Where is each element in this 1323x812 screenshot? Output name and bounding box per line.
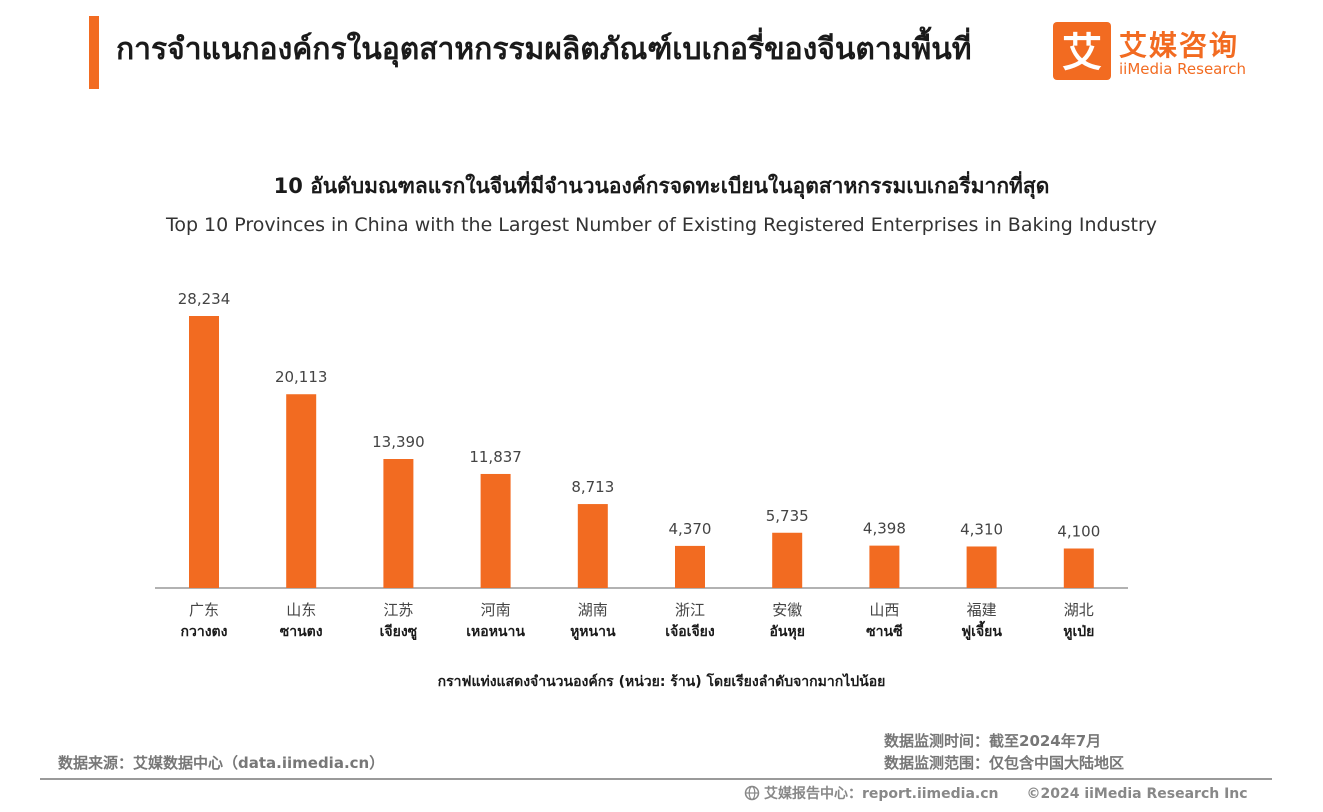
value-label-3: 13,390 [372, 433, 425, 451]
category-label-cn-2: 山东 [286, 601, 316, 619]
value-label-6: 4,370 [669, 520, 712, 538]
bar-10 [1063, 548, 1094, 588]
copyright: ©2024 iiMedia Research Inc [1026, 786, 1248, 802]
svg-text:艾: 艾 [1062, 30, 1102, 76]
value-label-1: 28,234 [178, 290, 231, 308]
bar-2 [286, 394, 317, 588]
monitor-scope: 数据监测范围：仅包含中国大陆地区 [884, 754, 1125, 772]
globe-icon [744, 785, 760, 805]
bar-8 [869, 545, 900, 588]
category-label-cn-8: 山西 [869, 601, 899, 619]
category-label-cn-5: 湖南 [578, 601, 608, 619]
bar-4 [480, 473, 511, 588]
category-label-th-1: กวางตง [181, 624, 228, 640]
chart-subtitle: Top 10 Provinces in China with the Large… [165, 214, 1158, 236]
bar-1 [189, 316, 219, 588]
category-label-cn-9: 福建 [967, 601, 997, 619]
logo-name-cn: 艾媒咨询 [1119, 29, 1240, 62]
value-label-10: 4,100 [1057, 523, 1100, 541]
report-center-link[interactable]: 艾媒报告中心：report.iimedia.cn [764, 786, 999, 802]
value-label-9: 4,310 [960, 520, 1003, 538]
category-label-cn-4: 河南 [481, 601, 511, 619]
footer: 艾媒报告中心：report.iimedia.cn ©2024 iiMedia Re… [744, 783, 1248, 805]
logo-mark-icon: 艾 [1053, 22, 1111, 80]
category-label-cn-1: 广东 [189, 601, 219, 619]
data-source: 数据来源：艾媒数据中心（data.iimedia.cn） [58, 754, 385, 772]
category-label-th-4: เหอหนาน [466, 624, 525, 640]
chart-title: 10 อันดับมณฑลแรกในจีนที่มีจำนวนองค์กรจดท… [273, 174, 1050, 198]
logo-name-en: iiMedia Research [1119, 60, 1246, 78]
category-label-th-7: อันหุย [769, 624, 804, 640]
bar-9 [966, 546, 997, 588]
category-label-cn-10: 湖北 [1064, 601, 1094, 619]
category-label-th-10: หูเป่ย [1063, 624, 1094, 640]
category-label-cn-6: 浙江 [675, 601, 705, 619]
monitor-time: 数据监测时间：截至2024年7月 [884, 732, 1102, 750]
chart-caption: กราฟแท่งแสดงจำนวนองค์กร (หน่วย: ร้าน) โด… [437, 674, 886, 690]
bar-5 [577, 504, 608, 588]
category-label-cn-3: 江苏 [383, 601, 413, 619]
bar-3 [383, 459, 414, 588]
category-label-th-3: เจียงซู [380, 624, 418, 640]
iimedia-logo: 艾 艾媒咨询 iiMedia Research [1053, 22, 1253, 82]
category-label-cn-7: 安徽 [772, 601, 802, 619]
value-label-7: 5,735 [766, 507, 809, 525]
footer-divider [40, 778, 1272, 780]
bar-7 [772, 532, 803, 588]
title-accent-bar [89, 16, 99, 89]
value-label-8: 4,398 [863, 520, 906, 538]
bar-6 [675, 545, 705, 588]
value-label-2: 20,113 [275, 368, 328, 386]
category-label-th-8: ซานซี [866, 624, 903, 640]
category-label-th-6: เจ้อเจียง [665, 624, 715, 640]
monitor-info: 数据监测时间：截至2024年7月 数据监测范围：仅包含中国大陆地区 [884, 730, 1124, 774]
value-label-4: 11,837 [469, 448, 522, 466]
category-label-th-2: ซานตง [280, 624, 323, 640]
category-label-th-9: ฟูเจี้ยน [961, 620, 1002, 640]
category-label-th-5: หูหนาน [570, 624, 616, 640]
page-title: การจำแนกองค์กรในอุตสาหกรรมผลิตภัณฑ์เบเกอ… [116, 32, 972, 67]
value-label-5: 8,713 [571, 478, 614, 496]
